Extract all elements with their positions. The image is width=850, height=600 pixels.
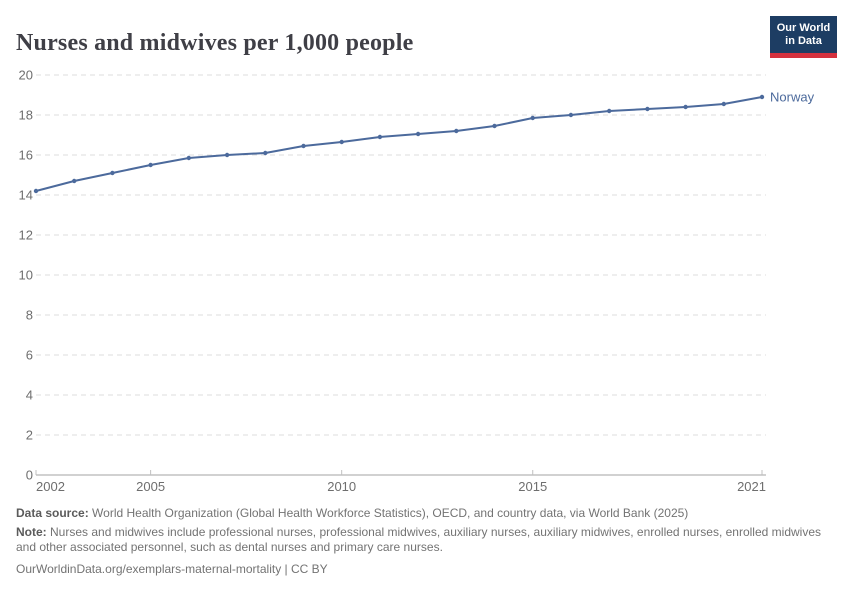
data-point — [759, 94, 765, 100]
data-point — [224, 152, 230, 158]
data-point — [72, 178, 77, 184]
data-point — [415, 131, 421, 137]
line-chart: 0 2 4 6 8 10 12 14 16 18 20 2002 2005 2010 2015 2021 Nor… — [19, 68, 815, 495]
data-point — [492, 123, 497, 129]
y-tick-label: 4 — [26, 388, 33, 403]
license-link[interactable]: OurWorldinData.org/exemplars-maternal-mo… — [16, 562, 328, 576]
y-tick-label: 18 — [19, 108, 33, 123]
data-point — [301, 143, 306, 149]
y-tick-label: 8 — [26, 308, 33, 323]
y-tick-label: 10 — [19, 268, 33, 283]
x-tick-label: 2015 — [518, 479, 547, 494]
series-line — [35, 96, 763, 192]
x-tick-label: 2021 — [737, 479, 766, 494]
data-point — [263, 150, 268, 156]
data-point — [339, 139, 344, 145]
data-point — [721, 101, 726, 107]
y-tick-label: 2 — [26, 428, 33, 443]
y-tick-label: 0 — [26, 468, 33, 483]
data-source-line: Data source: World Health Organization (… — [16, 506, 822, 521]
series-end-label: Norway — [770, 90, 815, 105]
data-point — [645, 106, 650, 112]
data-source-text: World Health Organization (Global Health… — [88, 506, 689, 520]
y-tick-label: 20 — [19, 68, 33, 83]
owid-logo-line2: in Data — [785, 35, 822, 47]
x-tick-label: 2002 — [36, 479, 65, 494]
data-point — [33, 188, 39, 194]
y-tick-label: 14 — [19, 188, 33, 203]
data-point — [683, 104, 688, 110]
data-point — [568, 112, 574, 118]
page-title: Nurses and midwives per 1,000 people — [16, 30, 414, 57]
chart-footer: Data source: World Health Organization (… — [16, 506, 822, 581]
owid-logo-line1: Our World — [776, 22, 831, 34]
data-point — [607, 108, 612, 114]
x-tick-label: 2010 — [327, 479, 356, 494]
note-text: Nurses and midwives include professional… — [16, 525, 821, 554]
data-point — [186, 155, 191, 161]
x-tick-label: 2005 — [136, 479, 165, 494]
note-label: Note: — [16, 525, 47, 539]
note-line: Note: Nurses and midwives include profes… — [16, 525, 822, 555]
data-point — [148, 162, 153, 168]
data-source-label: Data source: — [16, 506, 89, 520]
y-tick-label: 16 — [19, 148, 33, 163]
data-point — [530, 115, 535, 121]
y-tick-label: 12 — [19, 228, 33, 243]
data-point — [377, 134, 383, 140]
data-point — [454, 128, 459, 134]
data-point — [110, 170, 115, 176]
y-tick-label: 6 — [26, 348, 33, 363]
owid-logo[interactable]: Our World in Data — [770, 16, 837, 58]
